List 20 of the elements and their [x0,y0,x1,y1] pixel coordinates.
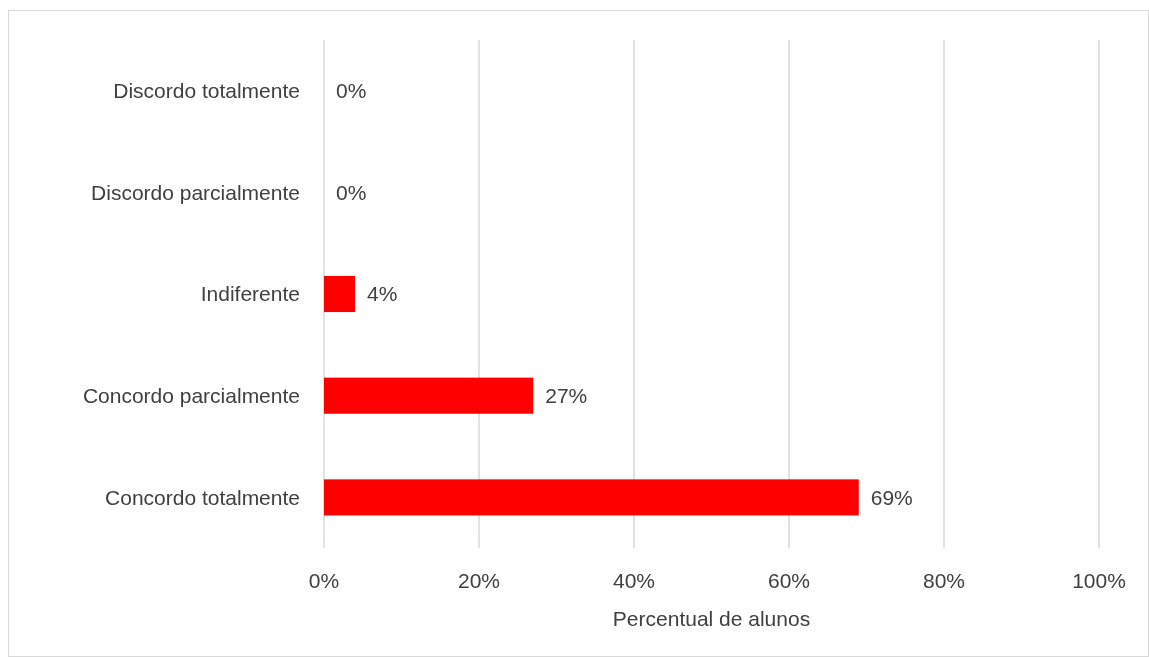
y-tick-label: Concordo parcialmente [82,384,300,408]
bar [324,377,534,414]
x-tick-label: 60% [767,569,811,593]
data-label: 0% [336,180,367,204]
y-tick-label: Concordo totalmente [105,485,300,509]
bar [324,479,859,516]
y-tick-label: Indiferente [200,282,300,306]
x-tick-label: 0% [308,569,340,593]
x-axis-title: Percentual de alunos [612,607,811,631]
x-tick-label: 80% [922,569,966,593]
x-tick-label: 20% [457,569,501,593]
data-label: 4% [367,282,398,306]
data-label: 69% [870,485,913,509]
y-tick-label: Discordo totalmente [113,78,300,102]
x-tick-label: 40% [612,569,656,593]
data-label: 27% [545,384,588,408]
data-label: 0% [336,78,367,102]
bar [324,275,355,313]
x-tick-label: 100% [1072,569,1126,593]
y-tick-label: Discordo parcialmente [91,180,300,204]
